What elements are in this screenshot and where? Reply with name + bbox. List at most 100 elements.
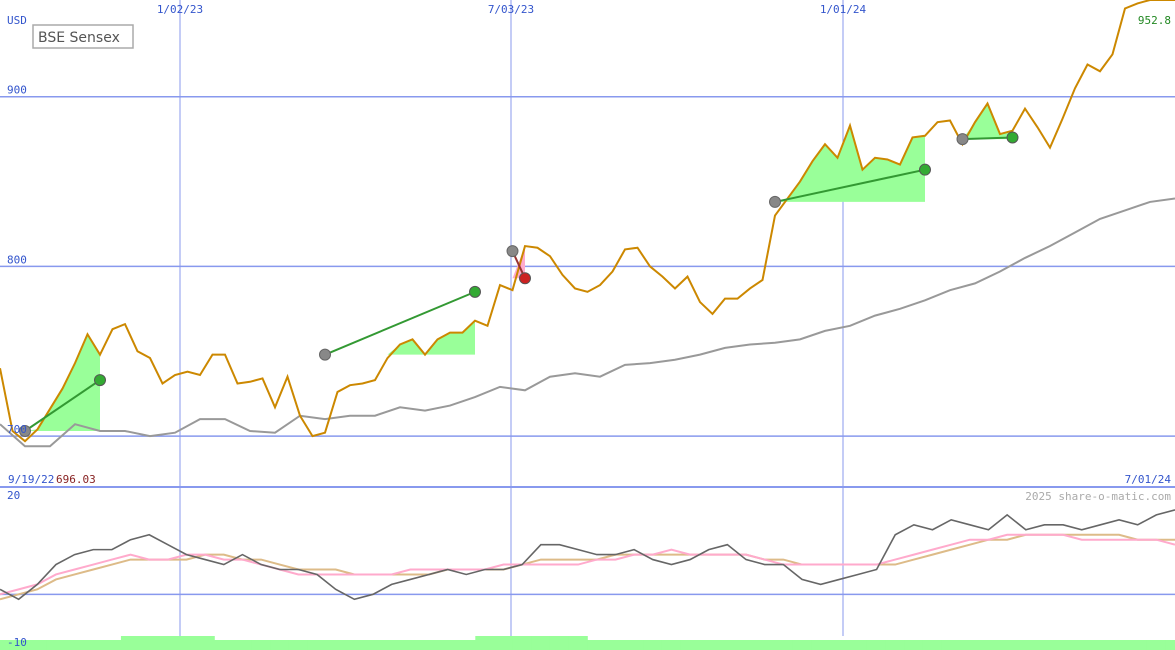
osc-histogram-bar xyxy=(829,640,849,650)
osc-tick-bottom: -10 xyxy=(7,636,27,649)
osc-histogram-bar xyxy=(83,640,103,650)
osc-histogram-bar xyxy=(1109,640,1129,650)
legend-label: BSE Sensex xyxy=(38,30,120,46)
osc-histogram-bar xyxy=(512,636,532,650)
oscillator-panel xyxy=(0,509,1175,650)
trade-entry-marker xyxy=(769,195,781,208)
osc-histogram-bar xyxy=(792,640,812,650)
osc-main-line xyxy=(0,509,1175,601)
y-tick-label: 700 xyxy=(7,423,27,436)
osc-histogram-bar xyxy=(661,640,682,650)
osc-histogram-bar xyxy=(288,640,309,650)
osc-histogram-bar xyxy=(456,640,476,650)
currency-label: USD xyxy=(7,14,27,27)
osc-histogram-bar xyxy=(102,640,122,650)
osc-histogram-bar xyxy=(1165,640,1175,650)
osc-tick-top: 20 xyxy=(7,489,20,502)
osc-histogram-bar xyxy=(493,636,514,650)
trade-line xyxy=(324,290,476,356)
y-tick-label: 800 xyxy=(7,253,27,266)
osc-signal-line xyxy=(0,533,1175,596)
trade-fills xyxy=(25,103,1013,432)
osc-histogram-bar xyxy=(717,640,738,650)
osc-histogram-bar xyxy=(680,640,700,650)
start-value-label: 696.03 xyxy=(56,473,96,486)
osc-histogram-bar xyxy=(848,640,868,650)
osc-histogram-bar xyxy=(176,636,197,650)
labels: USD 952.8 9/19/22 696.03 7/01/24 2025 sh… xyxy=(7,3,1171,649)
osc-histogram-bar xyxy=(1146,640,1166,650)
trade-line xyxy=(774,168,926,203)
osc-histogram-bar xyxy=(624,640,644,650)
osc-histogram-bar xyxy=(1016,640,1036,650)
osc-histogram-bar xyxy=(419,640,439,650)
osc-histogram-bar xyxy=(64,640,85,650)
moving-average-line xyxy=(0,197,1175,448)
trade-markers xyxy=(19,131,1019,438)
osc-histogram-bar xyxy=(307,640,327,650)
osc-histogram-bar xyxy=(158,636,178,650)
osc-histogram-bar xyxy=(736,640,756,650)
osc-histogram-bar xyxy=(9,640,29,650)
trade-fill-gain xyxy=(325,320,475,355)
trade-fill-gain xyxy=(775,125,925,202)
last-value-label: 952.8 xyxy=(1138,14,1171,27)
osc-histogram-bar xyxy=(382,640,402,650)
osc-histogram-bar xyxy=(978,640,999,650)
osc-histogram-bar xyxy=(270,640,290,650)
x-tick-label: 7/03/23 xyxy=(488,3,534,16)
osc-histogram-bar xyxy=(643,640,663,650)
osc-histogram-bar xyxy=(27,640,47,650)
osc-histogram-bar xyxy=(0,640,10,650)
osc-histogram-bar xyxy=(960,640,980,650)
trade-line xyxy=(24,379,101,432)
osc-histogram-bar xyxy=(437,640,458,650)
legend: BSE Sensex xyxy=(32,24,134,49)
osc-histogram-bar xyxy=(195,636,215,650)
osc-histogram-bar xyxy=(326,640,346,650)
trade-exit-marker xyxy=(519,272,531,285)
trade-fill-gain xyxy=(25,334,100,432)
watermark: 2025 share-o-matic.com xyxy=(1025,490,1171,503)
osc-histogram-bar xyxy=(922,640,943,650)
osc-histogram-bar xyxy=(568,636,588,650)
osc-histogram-bar xyxy=(773,640,793,650)
trade-line xyxy=(962,136,1013,141)
grid xyxy=(0,0,1175,636)
osc-histogram-bar xyxy=(531,636,551,650)
osc-histogram-bar xyxy=(549,636,570,650)
osc-slow-line xyxy=(0,533,1175,601)
trade-entry-marker xyxy=(319,348,331,361)
y-tick-label: 900 xyxy=(7,84,27,97)
osc-histogram-bar xyxy=(755,640,775,650)
osc-histogram-bar xyxy=(120,636,141,650)
x-tick-label: 1/01/24 xyxy=(820,3,867,16)
osc-histogram-bar xyxy=(232,640,253,650)
start-date-label: 9/19/22 xyxy=(8,473,54,486)
osc-histogram-bar xyxy=(1072,640,1092,650)
osc-histogram-bar xyxy=(941,640,961,650)
osc-histogram-bar xyxy=(251,640,271,650)
end-date-label: 7/01/24 xyxy=(1125,473,1172,486)
osc-histogram-bar xyxy=(885,640,905,650)
trade-exit-marker xyxy=(1006,131,1019,144)
osc-histogram-bar xyxy=(1128,640,1148,650)
osc-histogram-bar xyxy=(587,640,607,650)
osc-histogram-bar xyxy=(997,640,1017,650)
trade-entry-marker xyxy=(956,133,969,146)
trade-entry-marker xyxy=(19,425,31,438)
x-tick-label: 1/02/23 xyxy=(157,3,203,16)
osc-histogram-bar xyxy=(400,640,420,650)
osc-histogram-bar xyxy=(866,640,887,650)
osc-histogram-bar xyxy=(699,640,719,650)
trade-exit-marker xyxy=(919,163,931,176)
osc-histogram-bar xyxy=(1090,640,1111,650)
osc-histogram-bar xyxy=(214,640,234,650)
trade-fill-gain xyxy=(962,103,1013,140)
price-line xyxy=(0,0,1175,443)
trade-exit-marker xyxy=(469,285,481,298)
osc-histogram-bar xyxy=(475,636,495,650)
trade-entry-marker xyxy=(506,245,519,258)
osc-histogram-bar xyxy=(811,640,831,650)
